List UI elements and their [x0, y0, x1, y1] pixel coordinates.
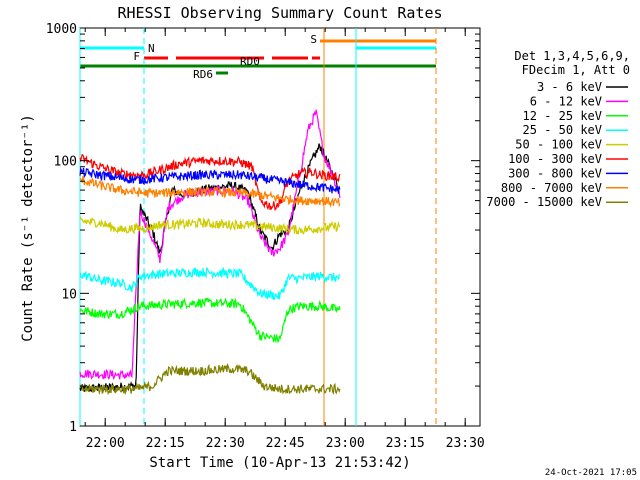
legend-label: 50 - 100 keV [515, 138, 602, 152]
legend-label: 6 - 12 keV [530, 94, 602, 108]
chart-title: RHESSI Observing Summary Count Rates [117, 4, 442, 22]
flag-bars: N S F RD0 RD6 [80, 33, 436, 81]
legend-label: 12 - 25 keV [523, 109, 602, 123]
x-tick-label: 22:15 [146, 436, 185, 451]
x-tick-label: 22:45 [266, 436, 305, 451]
flag-label: S [310, 33, 317, 46]
legend: Det 1,3,4,5,6,9,FDecim 1, Att 0 3 - 6 keV… [486, 49, 630, 209]
series-line [79, 216, 341, 236]
x-axis-label: Start Time (10-Apr-13 21:53:42) [149, 455, 410, 471]
flag-label: RD0 [240, 55, 260, 68]
y-tick-label: 1 [69, 420, 77, 435]
flag-label: N [148, 42, 155, 55]
series-line [79, 166, 341, 194]
legend-label: 3 - 6 keV [537, 80, 602, 94]
y-tick-label: 1000 [46, 22, 77, 37]
y-tick-label: 10 [61, 287, 77, 302]
x-tick-label: 22:30 [206, 436, 245, 451]
flag-label: RD6 [193, 68, 213, 81]
legend-label: 800 - 7000 keV [501, 181, 602, 195]
legend-header: FDecim 1, Att 0 [522, 63, 630, 77]
series-line [79, 297, 341, 344]
y-tick-label: 100 [54, 155, 77, 170]
legend-header: Det 1,3,4,5,6,9, [514, 49, 630, 63]
legend-label: 7000 - 15000 keV [486, 195, 602, 209]
footer-date: 24-Oct-2021 17:05 [545, 468, 637, 478]
series-line [79, 362, 341, 396]
legend-label: 300 - 800 keV [508, 166, 602, 180]
series-line [79, 266, 341, 301]
x-tick-label: 23:30 [446, 436, 485, 451]
legend-label: 100 - 300 keV [508, 152, 602, 166]
x-tick-label: 23:00 [326, 436, 365, 451]
y-axis-label: Count Rate (s⁻¹ detector⁻¹) [20, 114, 36, 342]
axes: 22:00 22:15 22:30 22:45 23:00 23:15 23:30 1 10 10… [46, 22, 485, 451]
series-lines [79, 109, 341, 396]
series-line [79, 109, 341, 381]
legend-label: 25 - 50 keV [523, 123, 602, 137]
series-line [79, 153, 341, 211]
series-line [79, 143, 341, 393]
series-line [79, 176, 341, 208]
x-tick-label: 22:00 [86, 436, 125, 451]
x-tick-label: 23:15 [386, 436, 425, 451]
flag-label: F [133, 50, 140, 63]
